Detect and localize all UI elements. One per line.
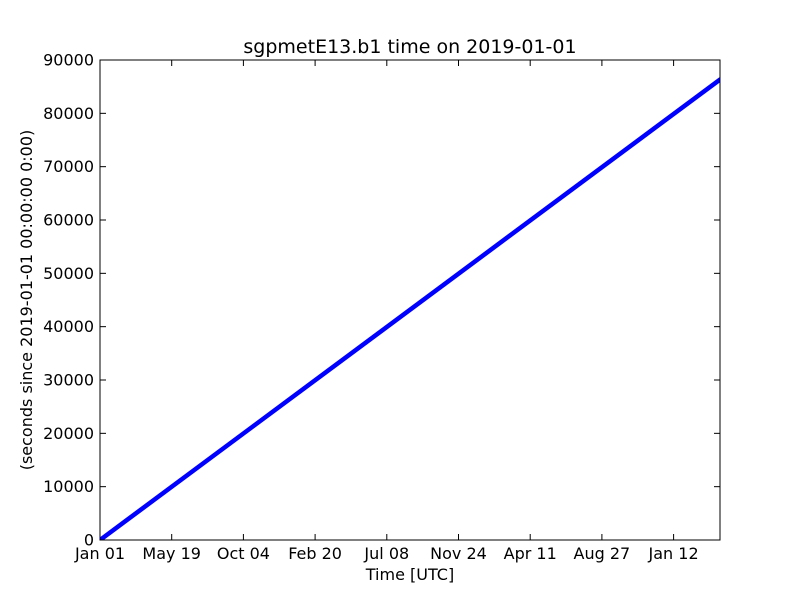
y-tick-label: 80000 [43,104,94,123]
chart-marks: 0 10000 20000 30000 40000 50000 60000 70000 8000… [43,51,720,563]
x-tick-label: Aug 27 [574,544,631,563]
y-tick-label: 60000 [43,211,94,230]
y-tick-label: 30000 [43,371,94,390]
x-axis-label: Time [UTC] [365,565,454,584]
series-line [100,77,720,540]
y-tick-label: 50000 [43,264,94,283]
y-tick-label: 0 [84,531,94,550]
y-tick-label: 20000 [43,424,94,443]
x-tick-label: Jan 01 [74,544,125,563]
y-tick-label: 70000 [43,157,94,176]
y-tick-label: 10000 [43,477,94,496]
y-axis-label: (seconds since 2019-01-01 00:00:00 0:00) [17,130,36,471]
x-tick-label: May 19 [142,544,201,563]
plot-background [100,60,720,540]
x-tick-label: Jul 08 [363,544,409,563]
x-tick-label: Nov 24 [430,544,487,563]
x-tick-label: Oct 04 [217,544,270,563]
x-tick-label: Apr 11 [504,544,557,563]
x-tick-label: Feb 20 [288,544,342,563]
y-tick-label: 90000 [43,51,94,70]
chart-title: sgpmetE13.b1 time on 2019-01-01 [243,36,576,58]
x-tick-label: Jan 12 [648,544,699,563]
y-tick-label: 40000 [43,317,94,336]
plot-frame [99,59,721,541]
